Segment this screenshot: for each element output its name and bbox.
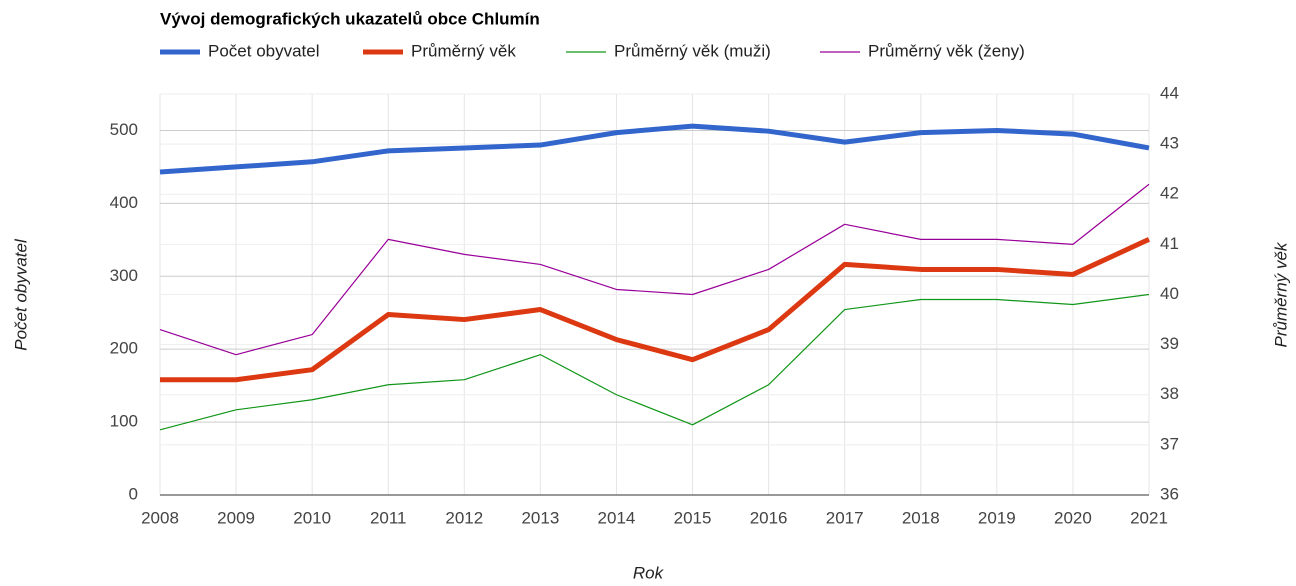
x-tick-label: 2014 <box>598 508 636 527</box>
y-tick-label: 100 <box>110 412 138 431</box>
x-tick-label: 2015 <box>674 508 712 527</box>
y2-tick-label: 42 <box>1160 184 1179 203</box>
y-tick-label: 0 <box>129 484 138 503</box>
x-tick-label: 2016 <box>750 508 788 527</box>
y-tick-label: 200 <box>110 339 138 358</box>
y-axis-label: Počet obyvatel <box>11 238 30 351</box>
x-tick-label: 2017 <box>826 508 864 527</box>
y-tick-label: 500 <box>110 120 138 139</box>
y2-tick-label: 40 <box>1160 284 1179 303</box>
x-tick-label: 2020 <box>1054 508 1092 527</box>
series-line <box>159 183 1150 356</box>
legend-label: Průměrný věk <box>411 41 516 60</box>
y2-tick-label: 44 <box>1160 83 1179 102</box>
x-tick-label: 2010 <box>293 508 331 527</box>
x-tick-label: 2019 <box>978 508 1016 527</box>
chart-title: Vývoj demografických ukazatelů obce Chlu… <box>160 9 540 28</box>
y-tick-label: 300 <box>110 266 138 285</box>
y2-tick-label: 36 <box>1160 484 1179 503</box>
series-line <box>159 293 1150 431</box>
legend-label: Průměrný věk (ženy) <box>868 41 1025 60</box>
y2-axis-label: Průměrný věk <box>1271 241 1290 347</box>
x-tick-label: 2013 <box>521 508 559 527</box>
x-tick-label: 2009 <box>217 508 255 527</box>
series-line <box>159 123 1150 175</box>
legend-label: Průměrný věk (muži) <box>614 41 771 60</box>
y2-tick-label: 38 <box>1160 384 1179 403</box>
y2-tick-label: 37 <box>1160 434 1179 453</box>
x-tick-label: 2011 <box>370 508 407 527</box>
x-tick-label: 2012 <box>445 508 483 527</box>
x-tick-label: 2008 <box>141 508 179 527</box>
y2-tick-label: 39 <box>1160 334 1179 353</box>
legend-label: Počet obyvatel <box>208 41 320 60</box>
x-tick-label: 2021 <box>1130 508 1168 527</box>
y2-tick-label: 41 <box>1160 234 1179 253</box>
x-tick-label: 2018 <box>902 508 940 527</box>
y2-tick-label: 43 <box>1160 134 1179 153</box>
y-tick-label: 400 <box>110 193 138 212</box>
series-line <box>160 237 1151 383</box>
x-axis-label: Rok <box>633 563 665 581</box>
